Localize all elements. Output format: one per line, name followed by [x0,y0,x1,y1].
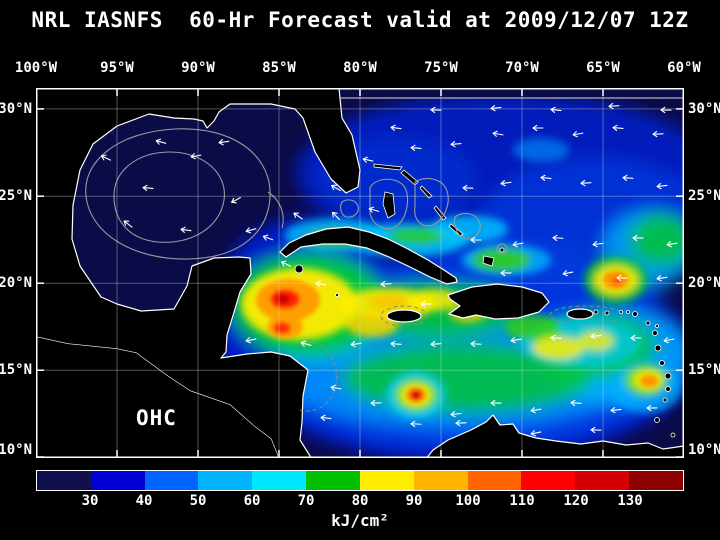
field-label: OHC [136,406,177,430]
land-cayman [335,293,339,297]
x-axis-tick-label: 90°W [181,60,215,76]
y-axis-tick-label-right: 20°N [688,275,720,291]
pacific-no-data-region [36,337,279,458]
colorbar-tick-label: 70 [297,493,315,509]
colorbar-segment [575,471,630,490]
colorbar-tick-label: 100 [455,493,481,509]
x-axis-tick-label: 70°W [505,60,539,76]
land-layer [36,88,684,458]
x-axis-tick-label: 85°W [262,60,296,76]
land-bahamas [373,163,505,267]
y-axis-tick-label-left: 20°N [0,275,32,291]
colorbar-tick-label: 50 [189,493,207,509]
land-jamaica [386,309,422,323]
y-axis-tick-label-left: 10°N [0,442,32,458]
colorbar-tick-label: 90 [405,493,423,509]
colorbar-segment [90,471,145,490]
colorbar-segment [629,471,683,490]
colorbar-segment [252,471,307,490]
x-axis-tick-label: 60°W [667,60,701,76]
y-axis-tick-label-right: 10°N [688,442,720,458]
colorbar-segment [144,471,199,490]
land-cuba [279,226,458,285]
colorbar-segment [359,471,414,490]
colorbar-segment [198,471,253,490]
ohc-map-canvas [36,88,684,458]
y-axis-tick-label-right: 15°N [688,362,720,378]
colorbar-tick-label: 110 [509,493,535,509]
colorbar-unit-label: kJ/cm² [331,511,389,530]
plot-title: NRL IASNFS 60-Hr Forecast valid at 2009/… [31,8,689,32]
x-axis-tick-label: 80°W [343,60,377,76]
ohc-field-cores [256,271,658,403]
colorbar-tick-label: 30 [81,493,99,509]
land-hispaniola [447,283,550,320]
y-axis-tick-label-left: 15°N [0,362,32,378]
y-axis-tick-label-right: 30°N [688,101,720,117]
colorbar-tick-label: 60 [243,493,261,509]
land-lesser-antilles [593,309,676,438]
colorbar-segment [37,471,91,490]
colorbar-tick-label: 40 [135,493,153,509]
land-south-america [426,414,684,458]
axis-ticks [36,88,684,458]
colorbar-tick-label: 120 [563,493,589,509]
y-axis-tick-label-right: 25°N [688,188,720,204]
current-vector-arrows [100,102,678,437]
x-axis-tick-label: 75°W [424,60,458,76]
colorbar-segment [521,471,576,490]
grid-layer [36,88,684,458]
x-axis-tick-label: 95°W [100,60,134,76]
colorbar-segment [413,471,468,490]
colorbar-segment [467,471,522,490]
y-axis-tick-label-left: 25°N [0,188,32,204]
contour-layer [85,97,684,412]
x-axis-tick-label: 100°W [14,60,58,76]
colorbar-segment [306,471,360,490]
colorbar-tick-label: 130 [617,493,643,509]
land-isla-juventud [294,264,304,274]
colorbar [36,470,684,491]
x-axis-tick-label: 65°W [586,60,620,76]
land-puerto-rico [566,308,594,320]
colorbar-tick-label: 80 [351,493,369,509]
y-axis-tick-label-left: 30°N [0,101,32,117]
